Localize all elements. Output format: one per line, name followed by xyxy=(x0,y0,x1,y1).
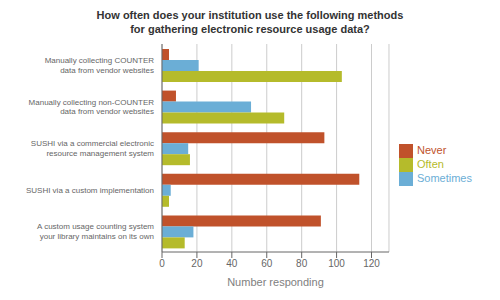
svg-text:80: 80 xyxy=(296,258,308,269)
svg-text:SUSHI via a commercial electro: SUSHI via a commercial electronicresourc… xyxy=(31,139,154,158)
svg-text:SUSHI via a custom implementat: SUSHI via a custom implementation xyxy=(26,185,154,194)
svg-text:100: 100 xyxy=(328,258,345,269)
html-text:How often does your institutio: How often does your institution use the … xyxy=(96,9,404,35)
svg-text:20: 20 xyxy=(191,258,203,269)
svg-text:A custom usage counting system: A custom usage counting systemyour libra… xyxy=(37,222,154,241)
svg-text:40: 40 xyxy=(226,258,238,269)
html-text:Sometimes: Sometimes xyxy=(417,172,472,184)
html-text:Often: Often xyxy=(417,158,444,170)
html-text:Never: Never xyxy=(417,143,447,156)
svg-text:Manually collecting COUNTERdat: Manually collecting COUNTERdata from ven… xyxy=(45,56,155,75)
svg-text:Manually collecting non-COUNTE: Manually collecting non-COUNTERdata from… xyxy=(29,97,155,116)
svg-text:0: 0 xyxy=(159,258,165,269)
svg-text:60: 60 xyxy=(261,258,273,269)
svg-text:Number responding: Number responding xyxy=(227,276,324,288)
svg-text:120: 120 xyxy=(363,258,380,269)
